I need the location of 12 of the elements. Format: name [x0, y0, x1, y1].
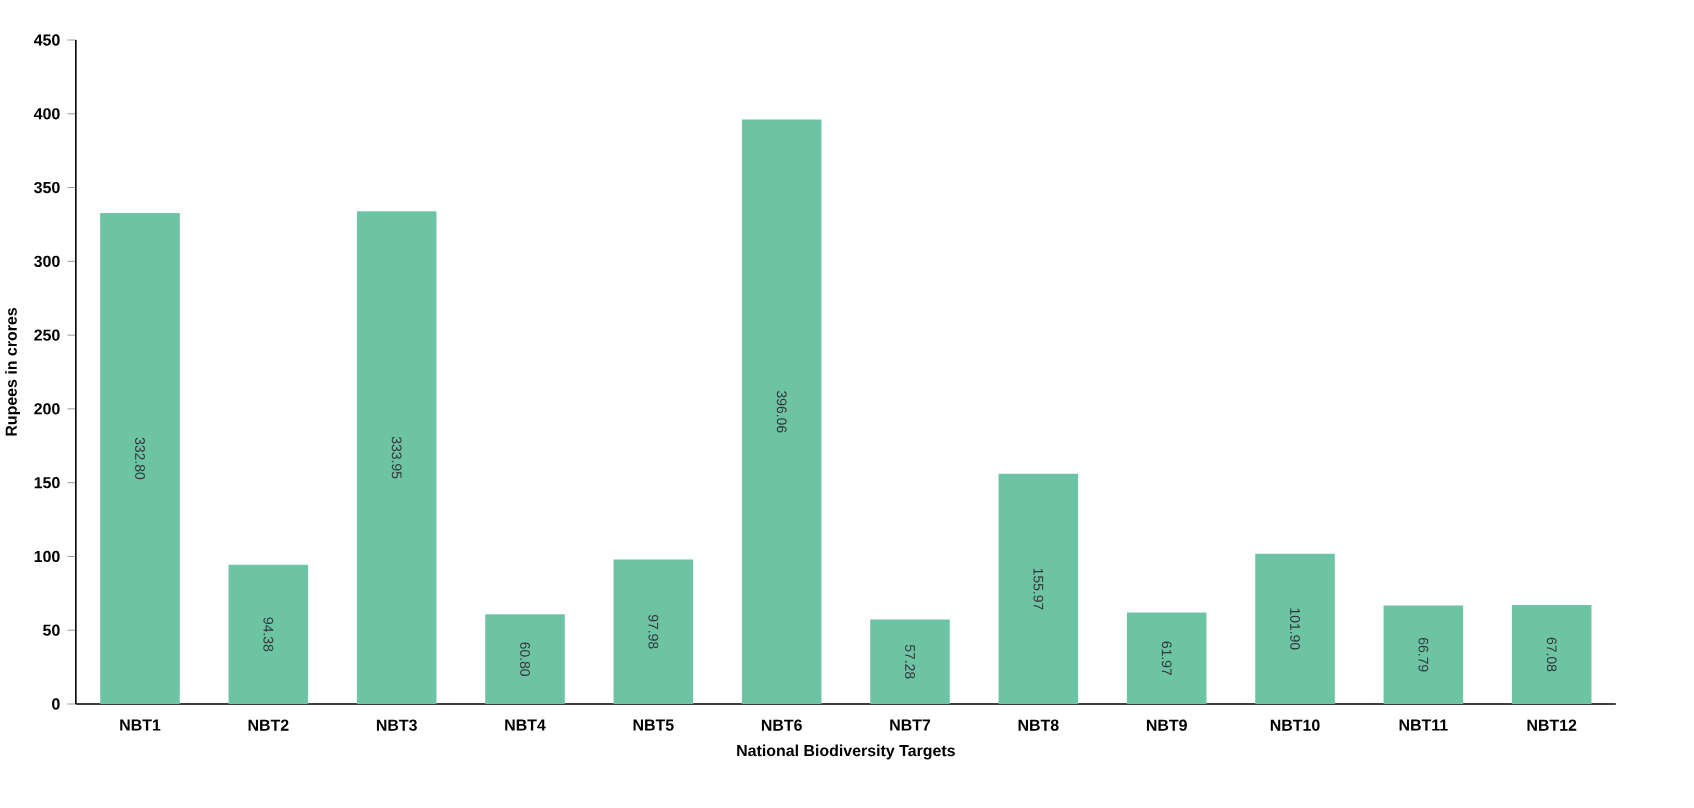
bar — [100, 212, 180, 704]
bar — [1126, 612, 1207, 704]
bar — [1255, 553, 1335, 704]
bar — [998, 473, 1079, 704]
bar — [228, 564, 309, 704]
bar — [741, 119, 822, 704]
bar — [870, 619, 950, 704]
bar — [1511, 605, 1592, 704]
bar — [613, 559, 694, 704]
bar — [485, 614, 565, 704]
bar — [1383, 605, 1464, 704]
bar — [356, 211, 437, 704]
